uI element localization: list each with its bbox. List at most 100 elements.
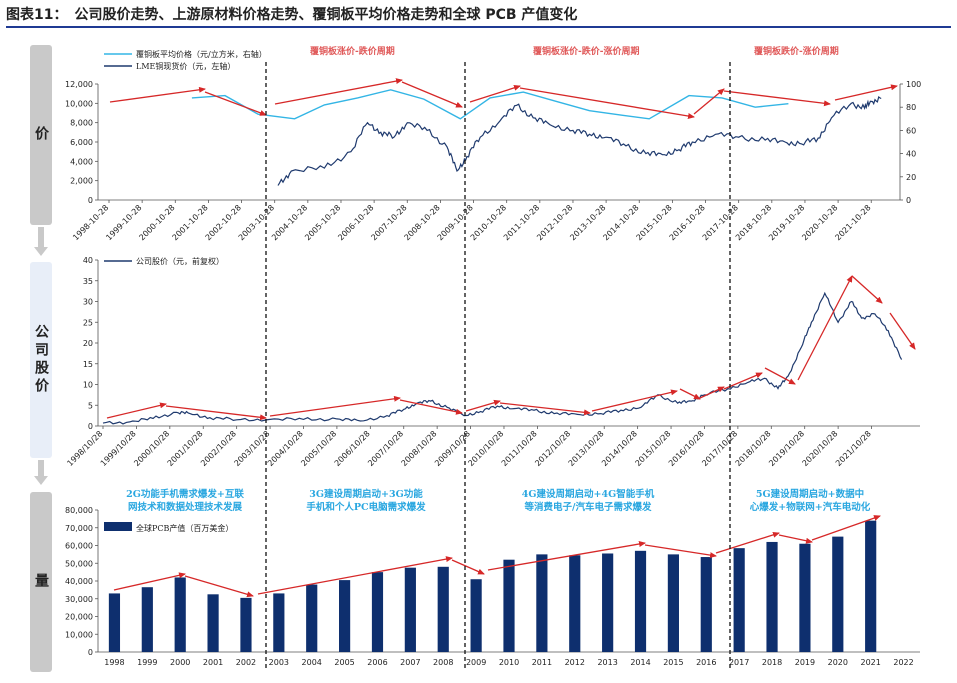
c3-legend-pcb: 全球PCB产值（百万美金） bbox=[136, 523, 233, 533]
c3-x-tick-label: 2014 bbox=[630, 658, 650, 667]
c2-y-tick-label: 10 bbox=[83, 381, 93, 390]
c1-x-tick-label: 2021-10-28 bbox=[833, 203, 872, 242]
c1-right-ticks: 0 20 40 60 80 100 bbox=[900, 80, 921, 205]
c1-legend-lme: LME铜现货价（元，左轴） bbox=[136, 61, 235, 71]
c3-x-tick-label: 1999 bbox=[137, 658, 157, 667]
c3-x-tick-label: 2009 bbox=[466, 658, 486, 667]
c2-series-stock-price bbox=[102, 291, 903, 425]
c3-bar bbox=[634, 550, 647, 652]
c3-x-tick-label: 2017 bbox=[729, 658, 749, 667]
c3-bar bbox=[306, 584, 318, 652]
c3-x-tick-label: 2001 bbox=[203, 658, 223, 667]
c3-x-tick-label: 2003 bbox=[269, 658, 289, 667]
c3-y-tick-label: 50,000 bbox=[65, 559, 93, 568]
c1-series-lme-copper bbox=[277, 95, 882, 186]
figure-title: 图表11： 公司股价走势、上游原材料价格走势、覆铜板平均价格走势和全球 PCB … bbox=[6, 4, 951, 28]
c1-right-tick-label: 100 bbox=[906, 80, 921, 89]
c3-x-tick-label: 2015 bbox=[663, 658, 683, 667]
c3-legend: 全球PCB产值（百万美金） bbox=[104, 522, 233, 533]
c3-bar bbox=[108, 593, 121, 652]
c1-left-tick-label: 6,000 bbox=[70, 138, 93, 147]
pcb-output-chart: 0 10,000 20,000 30,000 40,000 50,000 60,000 70,… bbox=[65, 488, 920, 667]
c2-y-tick-label: 40 bbox=[83, 256, 93, 265]
c3-x-tick-label: 2012 bbox=[565, 658, 585, 667]
c3-driver-5g-line1: 5G建设周期启动+数据中 bbox=[756, 488, 864, 500]
c3-bar bbox=[799, 543, 811, 652]
c2-y-tick-label: 20 bbox=[83, 339, 93, 348]
c3-bar bbox=[503, 559, 515, 652]
c3-bar bbox=[207, 594, 219, 652]
c3-y-tick-label: 10,000 bbox=[65, 630, 93, 639]
side-connector-arrows bbox=[34, 227, 48, 485]
c2-legend-stock: 公司股价（元，前复权） bbox=[136, 256, 224, 266]
c3-bar bbox=[371, 572, 384, 652]
side-label-volume: 量 bbox=[30, 492, 52, 672]
c3-x-tick-label: 2011 bbox=[532, 658, 552, 667]
c2-legend: 公司股价（元，前复权） bbox=[104, 256, 224, 266]
c3-x-tick-label: 2016 bbox=[696, 658, 716, 667]
c3-bar bbox=[766, 541, 778, 652]
c1-phase-label-1: 覆铜板涨价-跌价周期 bbox=[310, 45, 395, 57]
c3-y-tick-label: 30,000 bbox=[65, 595, 93, 604]
c3-driver-4g-line1: 4G建设周期启动+4G智能手机 bbox=[522, 488, 655, 500]
cycle-dividers bbox=[265, 62, 731, 668]
c1-series-ccl-price bbox=[191, 89, 789, 120]
c3-bar bbox=[865, 520, 877, 652]
c3-bars bbox=[108, 520, 877, 652]
c1-left-tick-label: 0 bbox=[88, 196, 93, 205]
c3-bar bbox=[832, 536, 844, 652]
c2-x-tick-label: 2021/10/28 bbox=[834, 429, 873, 468]
c1-left-tick-label: 10,000 bbox=[65, 99, 93, 108]
c3-driver-2g-line2: 网技术和数据处理技术发展 bbox=[128, 501, 243, 513]
c3-y-tick-label: 60,000 bbox=[65, 542, 93, 551]
c2-y-tick-label: 0 bbox=[88, 422, 93, 431]
c3-driver-texts: 2G功能手机需求爆发+互联 网技术和数据处理技术发展 3G建设周期启动+3G功能… bbox=[126, 488, 871, 513]
c3-x-tick-label: 2007 bbox=[400, 658, 420, 667]
c3-driver-3g-line2: 手机和个人PC电脑需求爆发 bbox=[306, 501, 426, 513]
c2-y-tick-label: 30 bbox=[83, 298, 93, 307]
c3-bar bbox=[437, 566, 449, 652]
c3-trend-arrows bbox=[113, 515, 881, 598]
stock-price-chart: 0 5 10 15 20 25 30 35 40 1998/10/281999/10/28200… bbox=[65, 256, 920, 468]
c1-right-tick-label: 80 bbox=[906, 103, 916, 112]
c1-left-tick-label: 12,000 bbox=[65, 80, 93, 89]
c3-bar bbox=[240, 597, 252, 652]
c3-y-tick-label: 40,000 bbox=[65, 577, 93, 586]
c3-x-tick-label: 2020 bbox=[828, 658, 848, 667]
c3-driver-3g-line1: 3G建设周期启动+3G功能 bbox=[309, 488, 423, 500]
c2-y-tick-label: 25 bbox=[83, 318, 93, 327]
c1-legend-ccl: 覆铜板平均价格（元/立方米，右轴） bbox=[136, 49, 267, 59]
c1-left-ticks: 0 2,000 4,000 6,000 8,000 10,000 12,000 bbox=[65, 80, 98, 205]
c2-x-ticks: 1998/10/281999/10/282000/10/282001/10/28… bbox=[65, 426, 873, 468]
c1-left-tick-label: 4,000 bbox=[70, 157, 93, 166]
c3-x-tick-label: 2006 bbox=[367, 658, 387, 667]
c3-y-ticks: 0 10,000 20,000 30,000 40,000 50,000 60,000 70,… bbox=[65, 506, 98, 657]
c1-phase-label-2: 覆铜板涨价-跌价-涨价周期 bbox=[533, 45, 639, 57]
c3-x-tick-label: 2005 bbox=[334, 658, 354, 667]
c3-y-tick-label: 0 bbox=[88, 648, 93, 657]
c3-bar bbox=[339, 580, 351, 652]
c3-x-tick-label: 2013 bbox=[597, 658, 617, 667]
c3-x-tick-label: 1998 bbox=[104, 658, 124, 667]
c3-x-tick-label: 2000 bbox=[170, 658, 190, 667]
c1-left-tick-label: 2,000 bbox=[70, 177, 93, 186]
c3-x-tick-label: 2018 bbox=[762, 658, 782, 667]
c1-right-tick-label: 0 bbox=[906, 196, 911, 205]
c3-bar bbox=[141, 587, 153, 652]
c3-bar bbox=[602, 553, 614, 652]
c3-x-tick-label: 2008 bbox=[433, 658, 453, 667]
c3-driver-4g-line2: 等消费电子/汽车电子需求爆发 bbox=[524, 501, 652, 513]
c3-bar bbox=[536, 554, 548, 652]
c3-y-tick-label: 70,000 bbox=[65, 524, 93, 533]
side-label-price: 价 bbox=[30, 45, 52, 225]
copper-price-chart: 0 2,000 4,000 6,000 8,000 10,000 12,000 0 20 40 6… bbox=[65, 45, 921, 242]
c3-bar bbox=[700, 557, 712, 652]
c3-bar bbox=[470, 579, 482, 652]
c3-bar bbox=[174, 577, 186, 652]
c2-trend-arrows bbox=[106, 275, 916, 421]
c2-y-tick-label: 5 bbox=[88, 401, 93, 410]
c3-driver-5g-line2: 心爆发+物联网+汽车电动化 bbox=[750, 501, 871, 513]
c3-bar bbox=[569, 555, 581, 652]
c3-bar bbox=[733, 548, 745, 652]
c3-bar bbox=[667, 554, 679, 652]
